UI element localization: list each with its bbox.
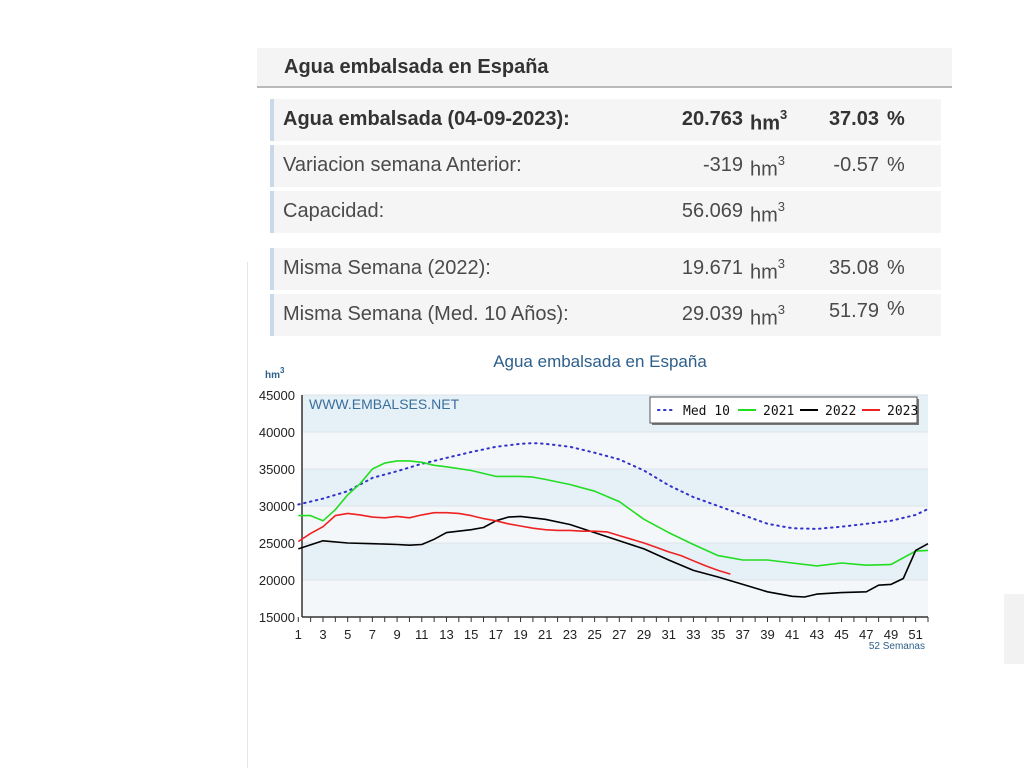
series-line-med-10 [297,442,929,530]
y-tick-label: 25000 [259,536,295,551]
x-tick-label: 51 [908,627,922,642]
y-tick-label: 35000 [259,462,295,477]
row-unit: hm3 [750,107,788,135]
chart-title: Agua embalsada en España [493,352,707,371]
row-percent: 37.03 [828,108,879,130]
y-tick-label: 45000 [259,388,295,403]
panel-title: Agua embalsada en España [284,56,549,78]
series-line-2023 [297,511,731,575]
legend-box [649,396,918,424]
legend-label: 2021 [763,404,794,419]
x-tick-label: 43 [810,627,824,642]
row-percent-sign: % [887,298,905,320]
row-label: Variacion semana Anterior: [283,154,522,176]
y-tick-label: 30000 [259,499,295,514]
x-tick-label: 37 [736,627,750,642]
plot-band [302,543,928,580]
x-tick-label: 15 [464,627,478,642]
row-percent: 35.08 [828,257,879,279]
row-label: Misma Semana (2022): [283,257,491,279]
row-label: Capacidad: [283,200,385,222]
stat-row-weekly-variation: Variacion semana Anterior: -319 hm3 -0.5… [270,145,941,187]
x-tick-label: 11 [415,627,429,642]
row-unit: hm3 [750,302,786,330]
row-unit: hm3 [750,199,786,227]
x-tick-label: 7 [369,627,376,642]
plot-band [302,580,928,617]
x-tick-label: 49 [884,627,898,642]
x-tick-label: 47 [859,627,873,642]
x-tick-label: 25 [587,627,601,642]
row-percent: -0.57 [833,154,879,176]
panel-header: Agua embalsada en España [257,48,952,88]
stat-row-capacity: Capacidad: 56.069 hm3 [270,191,941,233]
x-tick-label: 19 [513,627,527,642]
x-tick-label: 9 [393,627,400,642]
stat-row-same-week-10yr-avg: Misma Semana (Med. 10 Años): 29.039 hm3 … [270,294,941,336]
legend-label: Med 10 [683,404,730,419]
row-unit: hm3 [750,256,786,284]
x-tick-label: 1 [295,627,302,642]
series-line-2021 [298,460,929,567]
x-tick-label: 29 [637,627,651,642]
row-value: 56.069 [681,200,743,222]
chart-svg: Agua embalsada en España hm3 15000 20000 250… [259,352,929,652]
stat-row-same-week-2022: Misma Semana (2022): 19.671 hm3 35.08 % [270,248,941,290]
legend-label: 2022 [825,404,856,419]
row-percent-sign: % [887,154,905,176]
y-axis-label: hm3 [265,366,285,381]
row-label: Misma Semana (Med. 10 Años): [283,303,569,325]
x-tick-label: 23 [563,627,577,642]
x-tick-label: 41 [785,627,799,642]
x-tick-label: 31 [661,627,675,642]
row-percent-sign: % [887,108,905,130]
x-tick-label: 17 [489,627,503,642]
x-tick-label: 27 [612,627,626,642]
row-unit: hm3 [750,153,786,181]
x-tick-label: 45 [834,627,848,642]
x-tick-label: 13 [439,627,453,642]
x-axis-label: 52 Semanas [869,641,925,652]
x-tick-label: 39 [760,627,774,642]
x-tick-label: 3 [319,627,326,642]
y-tick-label: 20000 [259,573,295,588]
series-line-2022 [298,515,929,598]
watermark-text: WWW.EMBALSES.NET [309,396,460,412]
side-panel-edge [1004,594,1024,664]
plot-band [302,506,928,543]
divider-line [247,262,248,768]
row-percent-sign: % [887,257,905,279]
row-percent: 51.79 [828,300,879,322]
reservoir-chart: Agua embalsada en España hm3 15000 20000 250… [252,345,952,660]
x-tick-label: 35 [711,627,725,642]
x-tick-label: 33 [686,627,700,642]
row-value: -319 [702,154,743,176]
x-tick-label: 21 [538,627,552,642]
plot-band [302,432,928,469]
legend-label: 2023 [887,404,918,419]
row-label: Agua embalsada (04-09-2023): [283,108,570,130]
row-value: 19.671 [681,257,743,279]
row-value: 20.763 [681,108,743,130]
y-tick-label: 40000 [259,425,295,440]
row-value: 29.039 [681,303,743,325]
y-tick-label: 15000 [259,610,295,625]
x-tick-label: 5 [344,627,351,642]
stat-row-current: Agua embalsada (04-09-2023): 20.763 hm3 … [270,99,941,141]
